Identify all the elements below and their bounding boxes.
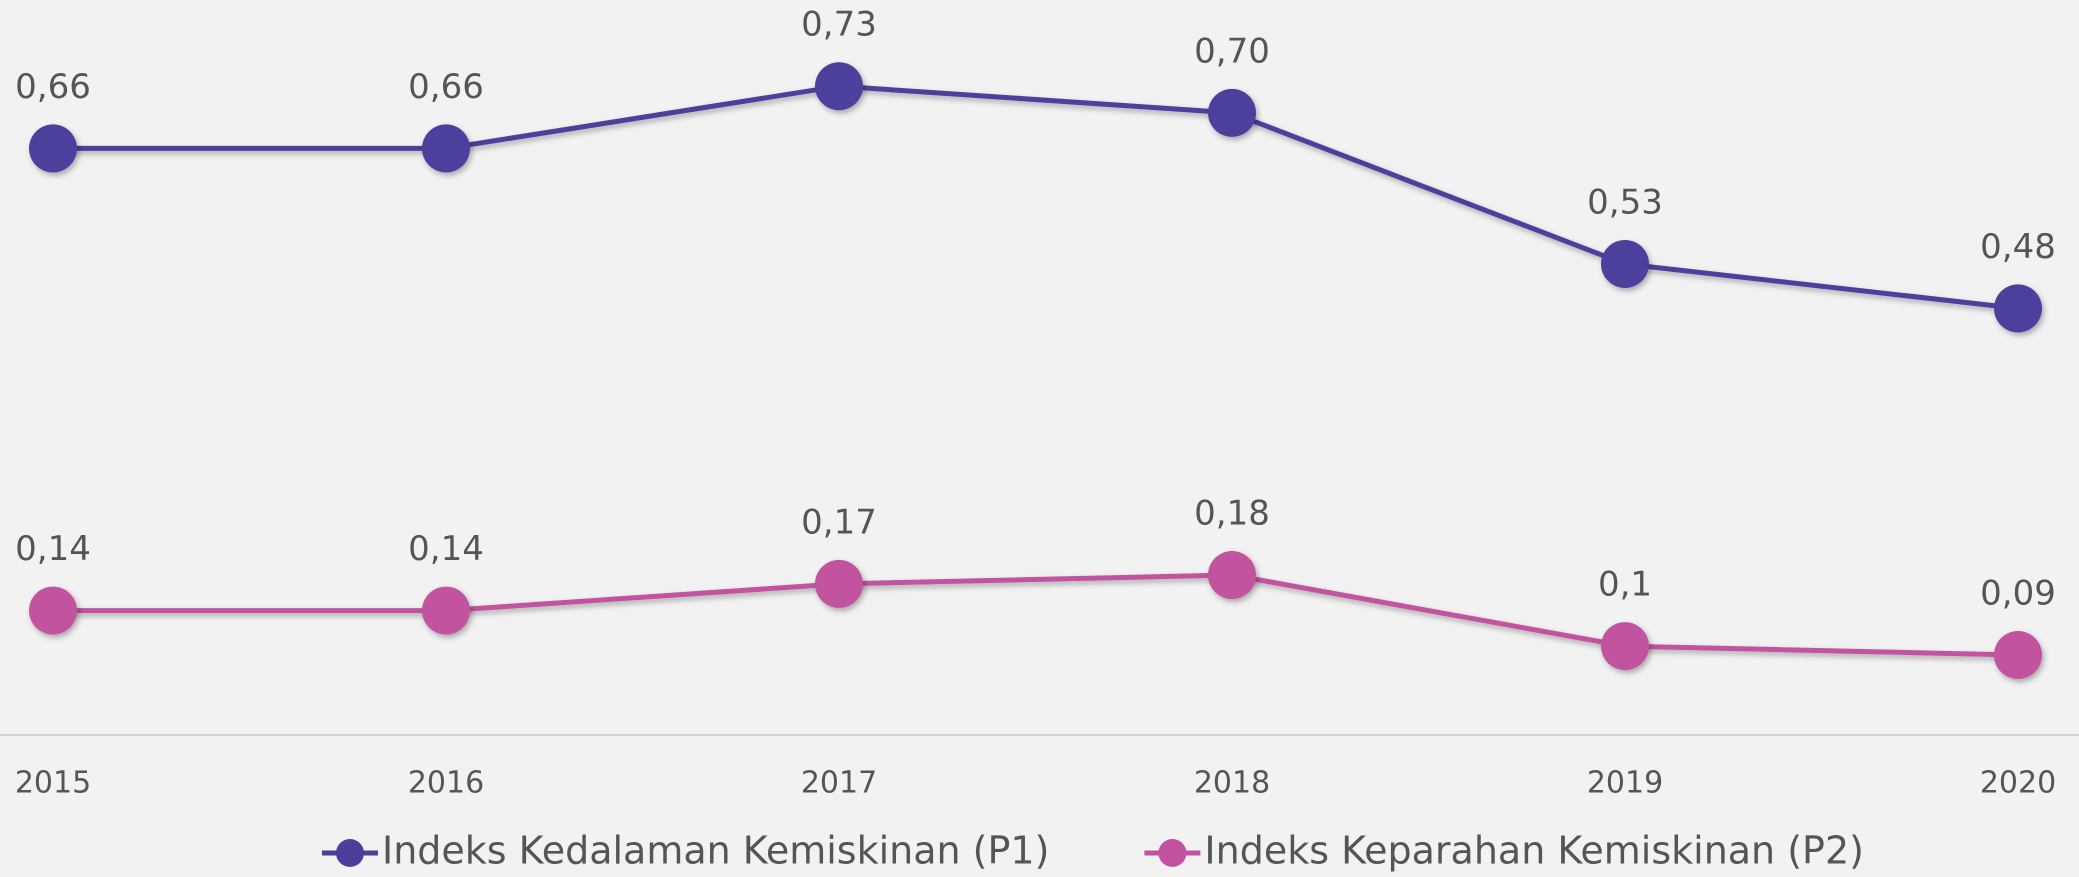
legend-label: Indeks Keparahan Kemiskinan (P2) <box>1204 829 1864 873</box>
legend-marker <box>336 839 364 867</box>
data-label: 0,53 <box>1587 182 1663 222</box>
data-label: 0,70 <box>1194 31 1270 71</box>
data-point <box>1994 284 2042 333</box>
data-point <box>422 124 470 173</box>
data-point <box>422 586 470 635</box>
legend-marker <box>1158 839 1187 867</box>
data-label: 0,14 <box>408 529 484 569</box>
legend-label: Indeks Kedalaman Kemiskinan (P1) <box>382 829 1049 873</box>
data-label: 0,09 <box>1980 574 2056 614</box>
data-point <box>1208 88 1256 137</box>
data-label: 0,17 <box>801 502 877 542</box>
x-tick-label: 2017 <box>801 766 877 801</box>
data-label: 0,48 <box>1980 227 2056 267</box>
data-point <box>1994 631 2042 680</box>
data-label: 0,1 <box>1598 565 1652 605</box>
data-point <box>29 124 77 173</box>
data-point <box>1208 551 1256 600</box>
data-label: 0,18 <box>1194 494 1270 534</box>
data-point <box>815 62 863 111</box>
x-tick-label: 2016 <box>408 766 484 801</box>
data-point <box>1601 622 1649 671</box>
data-label: 0,66 <box>15 67 91 107</box>
data-label: 0,14 <box>15 529 91 569</box>
data-point <box>1601 239 1649 288</box>
series-line <box>53 572 2019 658</box>
data-point <box>29 586 77 635</box>
data-label: 0,73 <box>801 5 877 45</box>
x-tick-label: 2018 <box>1194 766 1270 801</box>
series-line <box>53 83 2019 311</box>
x-tick-label: 2015 <box>15 766 91 801</box>
data-label: 0,66 <box>408 67 484 107</box>
x-tick-label: 2019 <box>1587 766 1663 801</box>
data-point <box>815 559 863 608</box>
x-tick-label: 2020 <box>1980 766 2056 801</box>
